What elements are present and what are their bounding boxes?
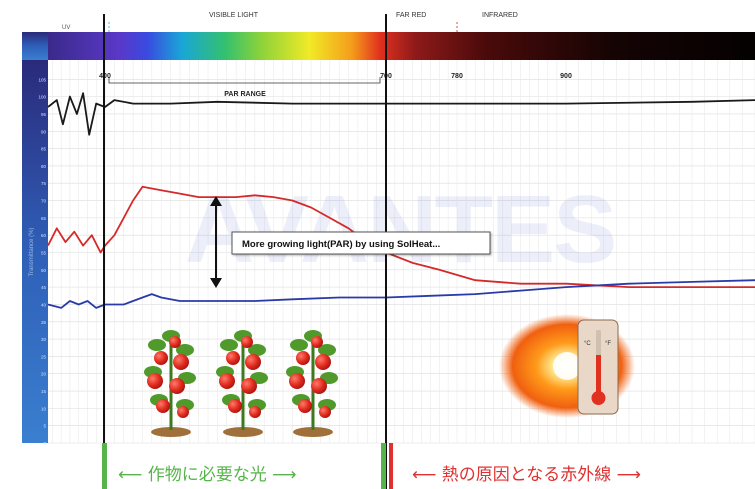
y-tick-label: 105 <box>38 77 46 82</box>
y-tick-label: 10 <box>41 406 47 411</box>
svg-text:°F: °F <box>605 341 611 347</box>
y-tick-label: 100 <box>38 95 46 100</box>
svg-text:°C: °C <box>584 341 591 347</box>
x-tick-label: 780 <box>451 73 463 80</box>
series-line-1 <box>47 92 755 136</box>
visible-light-label: VISIBLE LIGHT <box>209 12 259 19</box>
y-tick-label: 25 <box>41 354 47 359</box>
par-range-label: PAR RANGE <box>224 91 266 98</box>
y-tick-label: 20 <box>41 372 47 377</box>
par-range-bracket <box>108 77 381 84</box>
uv-label: UV <box>62 25 70 31</box>
x-tick-label: 400 <box>99 73 111 80</box>
spectrum-gradient <box>48 32 755 60</box>
crop-light-label: ⟵ 作物に必要な光 ⟶ <box>118 465 297 485</box>
double-arrow <box>210 196 222 288</box>
y-tick-label: 30 <box>41 337 47 342</box>
y-tick-label: 15 <box>41 389 47 394</box>
y-tick-label: 95 <box>41 112 47 117</box>
thermometer-sun-icon: °C °F <box>499 314 635 418</box>
tomato-plant-icon <box>286 330 338 437</box>
y-tick-label: 40 <box>41 302 47 307</box>
red-bar <box>389 443 393 489</box>
y-tick-label: 80 <box>41 164 47 169</box>
green-bar-left <box>102 443 107 489</box>
green-bar-right <box>381 443 386 489</box>
y-axis-label: Transmittance (%) <box>29 228 35 277</box>
y-tick-label: 50 <box>41 268 47 273</box>
y-tick-label: 75 <box>41 181 47 186</box>
watermark: AVANTES <box>185 176 615 283</box>
series-line-3 <box>47 279 755 309</box>
tomato-plant-icon <box>216 330 268 437</box>
y-tick-label: 45 <box>41 285 47 290</box>
y-tick-label: 90 <box>41 129 47 134</box>
y-tick-label: 55 <box>41 251 47 256</box>
y-tick-label: 65 <box>41 216 47 221</box>
y-tick-label: 85 <box>41 147 47 152</box>
far-red-label: FAR RED <box>396 12 426 19</box>
y-tick-label: 0 <box>43 441 46 446</box>
infrared-label: INFRARED <box>482 12 518 19</box>
y-tick-label: 70 <box>41 199 47 204</box>
x-tick-label: 900 <box>560 73 572 80</box>
infrared-heat-label: ⟵ 熱の原因となる赤外線 ⟶ <box>412 465 642 485</box>
annotation-text: More growing light(PAR) by using SolHeat… <box>242 239 440 250</box>
y-tick-label: 5 <box>43 424 46 429</box>
y-tick-label: 60 <box>41 233 47 238</box>
annotation-box <box>231 231 491 255</box>
y-tick-label: 35 <box>41 320 47 325</box>
series-line-2 <box>47 185 755 288</box>
tomato-plant-icon <box>144 330 196 437</box>
y-axis-strip <box>22 60 48 443</box>
